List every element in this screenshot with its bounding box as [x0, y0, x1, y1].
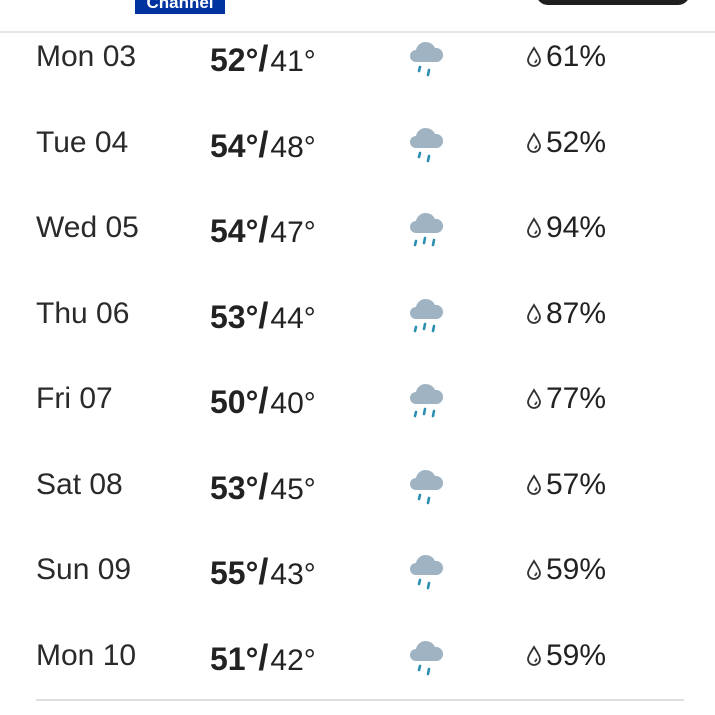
slash: / — [258, 209, 269, 250]
precip-value: 52% — [546, 125, 607, 159]
low-temp: 44° — [270, 301, 316, 335]
header-button[interactable] — [536, 0, 690, 5]
precip-value: 61% — [546, 40, 607, 73]
raindrop-icon — [527, 131, 541, 153]
day-label: Mon 10 — [36, 638, 137, 672]
divider — [36, 699, 684, 701]
precip-chance: 87% — [526, 297, 606, 331]
slash: / — [258, 294, 269, 336]
rain-icon — [408, 36, 446, 78]
temperatures: 51°/42° — [210, 637, 316, 679]
precip-chance: 59% — [526, 553, 606, 587]
temperatures: 55°/43° — [210, 551, 316, 593]
slash: / — [258, 38, 269, 79]
high-temp: 53° — [210, 298, 259, 335]
precip-value: 94% — [546, 211, 607, 244]
forecast-row[interactable]: Fri 07 50°/40° 77% — [0, 358, 715, 444]
temperatures: 50°/40° — [210, 380, 316, 422]
day-label: Wed 05 — [36, 211, 139, 244]
precip-value: 57% — [546, 467, 607, 501]
high-temp: 54° — [210, 127, 259, 164]
precip-chance: 61% — [526, 40, 606, 74]
slash: / — [258, 465, 269, 507]
low-temp: 40° — [270, 387, 316, 420]
heavy-rain-icon — [408, 293, 446, 335]
high-temp: 54° — [210, 213, 259, 249]
channel-logo[interactable]: Channel — [135, 0, 225, 14]
forecast-row[interactable]: Thu 06 53°/44° 87% — [0, 273, 715, 359]
slash: / — [258, 551, 269, 592]
slash: / — [258, 380, 269, 421]
low-temp: 47° — [270, 216, 316, 249]
divider — [0, 31, 715, 33]
high-temp: 55° — [210, 555, 259, 591]
temperatures: 54°/47° — [210, 209, 316, 251]
forecast-row[interactable]: Wed 05 54°/47° 94% — [0, 187, 715, 273]
raindrop-icon — [527, 302, 541, 324]
precip-value: 87% — [546, 296, 607, 330]
heavy-rain-icon — [408, 378, 446, 420]
day-label: Mon 03 — [36, 40, 137, 73]
high-temp: 52° — [210, 42, 259, 78]
temperatures: 52°/41° — [210, 38, 316, 80]
precip-chance: 77% — [526, 382, 606, 416]
forecast-row[interactable]: Tue 04 54°/48° 52% — [0, 102, 715, 188]
raindrop-icon — [527, 473, 541, 495]
temperatures: 54°/48° — [210, 124, 316, 166]
temperatures: 53°/44° — [210, 295, 316, 337]
low-temp: 41° — [270, 45, 316, 78]
day-label: Thu 06 — [36, 296, 130, 330]
forecast-row[interactable]: Mon 10 51°/42° 59% — [0, 615, 715, 701]
forecast-list: Mon 03 52°/41° 61% Tue 04 54°/48° 52% We… — [0, 16, 715, 700]
precip-value: 59% — [546, 553, 607, 586]
high-temp: 51° — [210, 640, 259, 677]
high-temp: 53° — [210, 469, 259, 506]
forecast-row[interactable]: Mon 03 52°/41° 61% — [0, 16, 715, 102]
rain-icon — [408, 635, 446, 677]
raindrop-icon — [527, 559, 541, 580]
low-temp: 48° — [270, 130, 316, 164]
precip-chance: 94% — [526, 211, 606, 245]
precip-chance: 57% — [526, 468, 606, 502]
precip-chance: 52% — [526, 126, 606, 160]
heavy-rain-icon — [408, 207, 446, 249]
raindrop-icon — [527, 644, 541, 666]
low-temp: 42° — [270, 643, 316, 677]
day-label: Tue 04 — [36, 125, 129, 159]
slash: / — [258, 636, 269, 678]
day-label: Sun 09 — [36, 553, 132, 586]
rain-icon — [408, 464, 446, 506]
forecast-row[interactable]: Sat 08 53°/45° 57% — [0, 444, 715, 530]
raindrop-icon — [527, 217, 541, 238]
rain-icon — [408, 549, 446, 591]
raindrop-icon — [527, 46, 541, 67]
precip-value: 59% — [546, 638, 607, 672]
precip-chance: 59% — [526, 639, 606, 673]
high-temp: 50° — [210, 384, 259, 420]
rain-icon — [408, 122, 446, 164]
day-label: Fri 07 — [36, 382, 113, 415]
low-temp: 43° — [270, 558, 316, 591]
raindrop-icon — [527, 388, 541, 409]
forecast-row[interactable]: Sun 09 55°/43° 59% — [0, 529, 715, 615]
day-label: Sat 08 — [36, 467, 123, 501]
temperatures: 53°/45° — [210, 466, 316, 508]
precip-value: 77% — [546, 382, 607, 415]
low-temp: 45° — [270, 472, 316, 506]
slash: / — [258, 123, 269, 165]
